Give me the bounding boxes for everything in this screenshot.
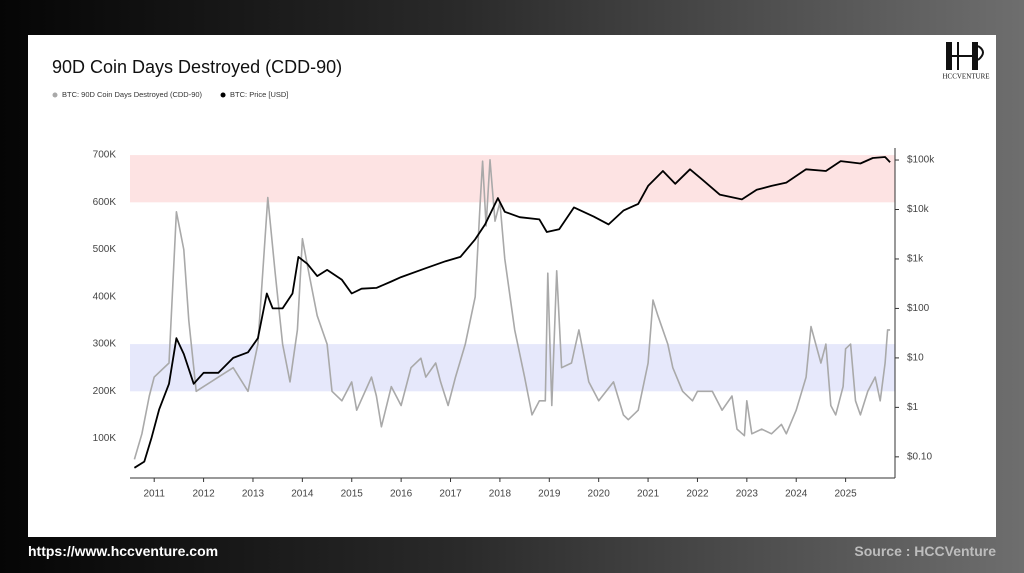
- logo-mark: [952, 42, 984, 70]
- footer-source: Source : HCCVenture: [854, 543, 996, 559]
- y2-tick-label: $1: [907, 402, 919, 413]
- x-tick-label: 2017: [439, 489, 462, 500]
- x-tick-label: 2023: [736, 489, 759, 500]
- x-tick-label: 2021: [637, 489, 660, 500]
- logo: HCCVENTURE: [942, 42, 990, 81]
- zone-band: [130, 344, 895, 392]
- legend-label: BTC: Price [USD]: [230, 90, 288, 99]
- x-tick-label: 2019: [538, 489, 561, 500]
- y-tick-label: 600K: [93, 197, 117, 208]
- y-tick-label: 300K: [93, 339, 117, 350]
- logo-bar: [946, 42, 952, 70]
- y-tick-label: 100K: [93, 433, 117, 444]
- y2-tick-label: $100: [907, 303, 930, 314]
- x-tick-label: 2022: [686, 489, 709, 500]
- x-tick-label: 2024: [785, 489, 808, 500]
- y2-tick-label: $0.10: [907, 451, 932, 462]
- logo-bar: [972, 42, 978, 70]
- series-line: [133, 156, 891, 469]
- y2-tick-label: $10k: [907, 204, 930, 215]
- footer-url: https://www.hccventure.com: [28, 543, 219, 559]
- y2-tick-label: $100k: [907, 155, 935, 166]
- x-tick-label: 2016: [390, 489, 413, 500]
- x-tick-label: 2025: [834, 489, 857, 500]
- x-tick-label: 2011: [143, 489, 165, 500]
- y-tick-label: 500K: [93, 244, 117, 255]
- zone-band: [130, 155, 895, 203]
- y2-tick-label: $1k: [907, 254, 924, 265]
- x-tick-label: 2013: [242, 489, 265, 500]
- x-tick-label: 2014: [291, 489, 314, 500]
- panel: [28, 35, 996, 537]
- x-tick-label: 2020: [588, 489, 611, 500]
- y-tick-label: 200K: [93, 386, 117, 397]
- x-tick-label: 2012: [192, 489, 215, 500]
- x-tick-label: 2018: [489, 489, 512, 500]
- series-line: [133, 159, 891, 460]
- y2-tick-label: $10: [907, 353, 924, 364]
- legend-label: BTC: 90D Coin Days Destroyed (CDD-90): [62, 90, 203, 99]
- legend-swatch: [220, 92, 226, 98]
- legend-swatch: [52, 92, 58, 98]
- y-tick-label: 700K: [93, 150, 117, 161]
- chart-title: 90D Coin Days Destroyed (CDD-90): [52, 57, 342, 77]
- y-tick-label: 400K: [93, 291, 117, 302]
- x-tick-label: 2015: [341, 489, 364, 500]
- logo-text: HCCVENTURE: [942, 73, 989, 81]
